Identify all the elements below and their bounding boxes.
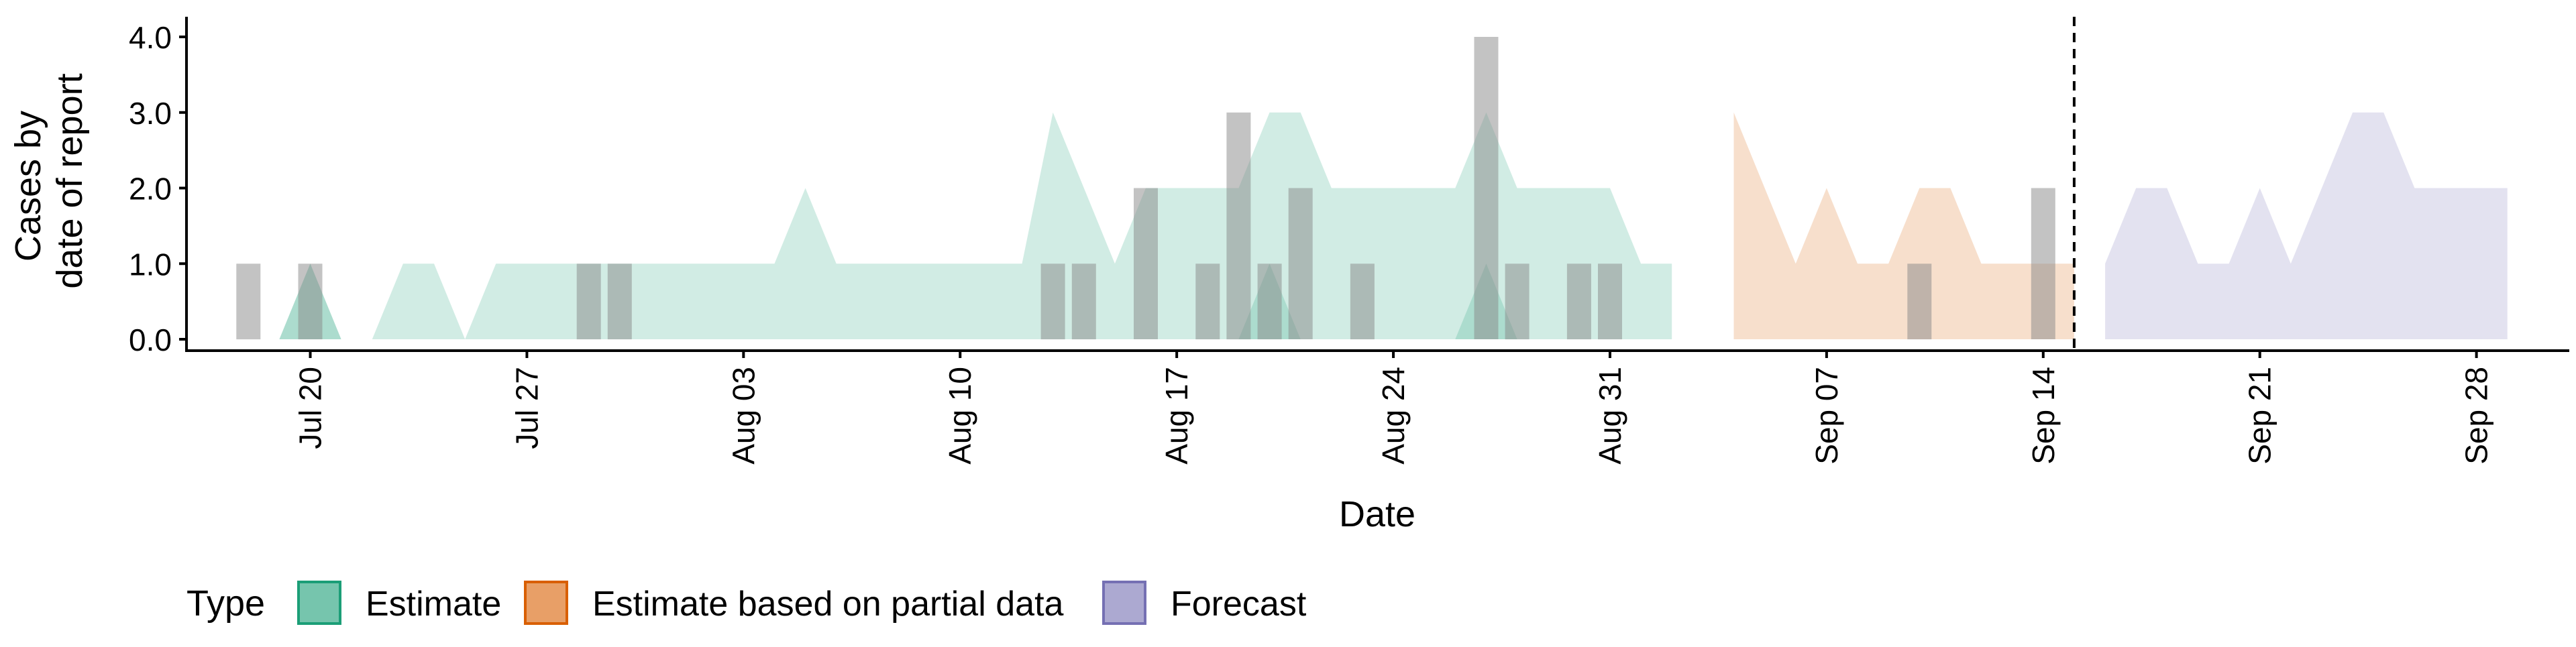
legend-label-1: Estimate [366, 585, 501, 624]
x-tick-label: Aug 17 [1159, 367, 1194, 465]
legend-swatch-1 [297, 581, 341, 625]
observed-bar [1257, 263, 1282, 340]
x-axis-title: Date [1339, 494, 1415, 534]
observed-bar [1288, 188, 1313, 339]
observed-bar [1195, 263, 1220, 340]
y-tick-label: 0.0 [129, 322, 172, 357]
y-axis-title: Cases by date of report [8, 73, 90, 288]
y-tick-label: 2.0 [129, 172, 172, 207]
legend-title: Type [186, 583, 265, 624]
legend-items: Estimate Estimate based on partial data Fo… [297, 581, 1307, 625]
observed-bar [2031, 188, 2055, 339]
x-tick-label: Sep 28 [2459, 367, 2494, 465]
x-tick-label: Sep 21 [2243, 367, 2277, 465]
x-axis-ticks: Jul 20 Jul 27 Aug 03 Aug 10 Aug 17 Aug 24 Aug … [293, 351, 2494, 465]
x-tick-label: Jul 27 [509, 367, 544, 449]
observed-bar [1505, 263, 1529, 340]
observed-bar [1566, 263, 1591, 340]
observed-bar [1598, 263, 1622, 340]
y-tick-label: 3.0 [129, 96, 172, 131]
observed-bar [1907, 263, 1932, 340]
y-tick-label: 1.0 [129, 247, 172, 282]
legend-swatch-2 [524, 581, 568, 625]
legend: Type Estimate Estimate based on partial d… [186, 581, 1307, 625]
legend-label-2: Estimate based on partial data [592, 585, 1064, 624]
y-axis-title-line-1: Cases by [8, 111, 48, 261]
legend-swatch-3 [1102, 581, 1146, 625]
partial-ribbon-0 [1733, 112, 2074, 340]
observed-bar [607, 263, 632, 340]
legend-label-3: Forecast [1171, 585, 1307, 624]
forecast-ribbon-0 [2105, 112, 2508, 340]
observed-bar [298, 263, 323, 340]
observed-bar [236, 263, 261, 340]
x-tick-label: Aug 03 [726, 367, 761, 465]
observed-bar [1350, 263, 1375, 340]
y-axis-ticks: 0.0 1.0 2.0 3.0 4.0 [129, 20, 186, 357]
observed-bar-layer [236, 37, 2055, 340]
x-tick-label: Jul 20 [293, 367, 328, 449]
observed-bar [576, 263, 601, 340]
observed-bar [1134, 188, 1158, 339]
y-axis-title-line-2: date of report [50, 73, 90, 288]
x-tick-label: Aug 31 [1593, 367, 1627, 465]
x-tick-label: Aug 24 [1376, 367, 1411, 465]
y-tick-label: 4.0 [129, 20, 172, 55]
estimate-ribbon-0 [279, 112, 1672, 340]
observed-bar [1226, 112, 1251, 340]
x-tick-label: Aug 10 [943, 367, 977, 465]
observed-bar [1474, 37, 1499, 339]
x-tick-label: Sep 14 [2026, 367, 2061, 465]
observed-bar [1071, 263, 1096, 340]
x-tick-label: Sep 07 [1809, 367, 1844, 465]
observed-bar [1040, 263, 1065, 340]
